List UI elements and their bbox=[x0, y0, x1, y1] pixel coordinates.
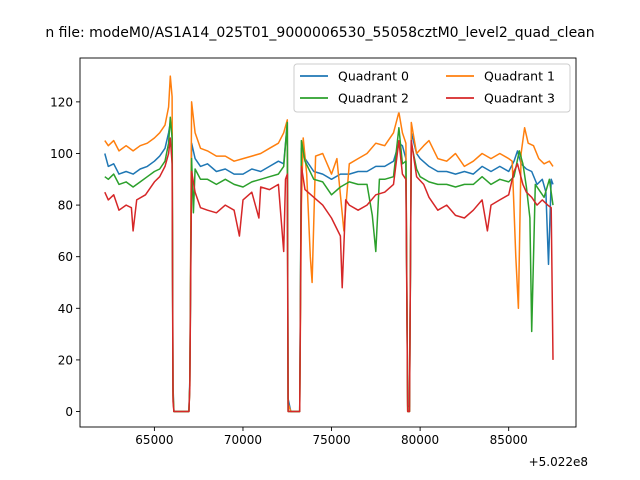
legend-label-quadrant-1: Quadrant 1 bbox=[484, 69, 555, 84]
legend: Quadrant 0 Quadrant 1 Quadrant 2 Quadrant 3 bbox=[293, 63, 571, 113]
plot-frame bbox=[79, 57, 577, 428]
series-layer bbox=[104, 75, 554, 413]
legend-label-quadrant-2: Quadrant 2 bbox=[338, 91, 409, 106]
x-tick-label: 85000 bbox=[490, 433, 528, 447]
legend-label-quadrant-0: Quadrant 0 bbox=[338, 69, 409, 84]
chart-title: n file: modeM0/AS1A14_025T01_9000006530_… bbox=[45, 25, 594, 41]
y-tick-label: 20 bbox=[58, 353, 73, 367]
y-tick-label: 40 bbox=[58, 302, 73, 316]
y-tick-label: 60 bbox=[58, 250, 73, 264]
series-line-quadrant-3 bbox=[104, 137, 554, 413]
legend-frame bbox=[293, 63, 571, 113]
y-tick-label: 120 bbox=[50, 95, 73, 109]
y-tick-label: 80 bbox=[58, 199, 73, 213]
x-tick-label: 80000 bbox=[401, 433, 439, 447]
x-axis-offset-label: +5.022e8 bbox=[529, 455, 588, 469]
x-tick-label: 75000 bbox=[312, 433, 350, 447]
y-axis: 0 20 40 60 80 100 120 bbox=[50, 95, 80, 419]
y-tick-label: 100 bbox=[50, 147, 73, 161]
x-tick-label: 70000 bbox=[224, 433, 262, 447]
legend-label-quadrant-3: Quadrant 3 bbox=[484, 91, 555, 106]
x-axis: 65000 70000 75000 80000 85000 bbox=[135, 427, 528, 447]
y-tick-label: 0 bbox=[65, 405, 73, 419]
x-tick-label: 65000 bbox=[135, 433, 173, 447]
